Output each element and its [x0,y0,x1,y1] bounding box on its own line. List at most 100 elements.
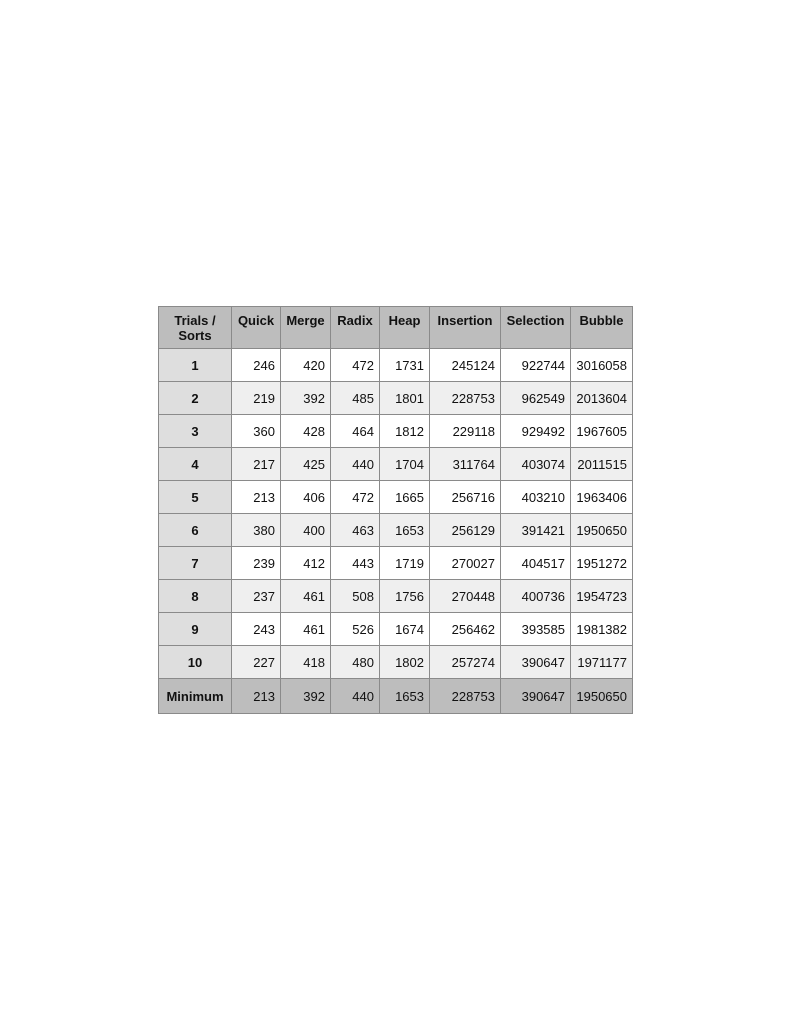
cell-merge: 400 [280,513,331,547]
cell-merge: 428 [280,414,331,448]
cell-merge: 406 [280,480,331,514]
cell-quick: 213 [231,480,281,514]
row-label: 9 [158,612,232,646]
cell-radix: 440 [330,447,380,481]
min-radix: 440 [330,678,380,714]
cell-insertion: 311764 [429,447,501,481]
table-header-row: Trials / Sorts Quick Merge Radix Heap In… [158,306,633,349]
minimum-row: Minimum 213 392 440 1653 228753 390647 1… [158,678,633,714]
header-corner: Trials / Sorts [158,306,232,349]
cell-heap: 1704 [379,447,430,481]
cell-merge: 412 [280,546,331,580]
cell-heap: 1674 [379,612,430,646]
table-row: 6 380 400 463 1653 256129 391421 1950650 [158,513,633,547]
cell-quick: 219 [231,381,281,415]
table-row: 3 360 428 464 1812 229118 929492 1967605 [158,414,633,448]
cell-quick: 360 [231,414,281,448]
cell-insertion: 228753 [429,381,501,415]
table-row: 10 227 418 480 1802 257274 390647 197117… [158,645,633,679]
cell-radix: 472 [330,348,380,382]
table-row: 4 217 425 440 1704 311764 403074 2011515 [158,447,633,481]
header-quick: Quick [231,306,281,349]
cell-bubble: 1954723 [570,579,633,613]
cell-selection: 403074 [500,447,571,481]
min-merge: 392 [280,678,331,714]
cell-radix: 508 [330,579,380,613]
cell-heap: 1719 [379,546,430,580]
sort-results-table: Trials / Sorts Quick Merge Radix Heap In… [158,306,633,714]
cell-selection: 922744 [500,348,571,382]
header-bubble: Bubble [570,306,633,349]
row-label: 8 [158,579,232,613]
cell-selection: 391421 [500,513,571,547]
cell-heap: 1812 [379,414,430,448]
cell-selection: 404517 [500,546,571,580]
cell-bubble: 1967605 [570,414,633,448]
table-row: 7 239 412 443 1719 270027 404517 1951272 [158,546,633,580]
min-heap: 1653 [379,678,430,714]
cell-selection: 929492 [500,414,571,448]
cell-merge: 425 [280,447,331,481]
cell-heap: 1665 [379,480,430,514]
cell-bubble: 2013604 [570,381,633,415]
cell-insertion: 256462 [429,612,501,646]
cell-insertion: 256129 [429,513,501,547]
cell-radix: 464 [330,414,380,448]
cell-merge: 418 [280,645,331,679]
cell-merge: 461 [280,579,331,613]
cell-merge: 392 [280,381,331,415]
header-radix: Radix [330,306,380,349]
cell-radix: 485 [330,381,380,415]
cell-quick: 237 [231,579,281,613]
cell-selection: 962549 [500,381,571,415]
cell-merge: 461 [280,612,331,646]
cell-bubble: 1950650 [570,513,633,547]
cell-bubble: 1971177 [570,645,633,679]
cell-merge: 420 [280,348,331,382]
cell-bubble: 1963406 [570,480,633,514]
cell-bubble: 3016058 [570,348,633,382]
cell-heap: 1731 [379,348,430,382]
cell-bubble: 1951272 [570,546,633,580]
cell-insertion: 256716 [429,480,501,514]
row-label: 1 [158,348,232,382]
cell-radix: 480 [330,645,380,679]
cell-radix: 443 [330,546,380,580]
row-label: 5 [158,480,232,514]
cell-selection: 390647 [500,645,571,679]
header-insertion: Insertion [429,306,501,349]
table-row: 8 237 461 508 1756 270448 400736 1954723 [158,579,633,613]
cell-insertion: 229118 [429,414,501,448]
cell-quick: 243 [231,612,281,646]
cell-insertion: 270448 [429,579,501,613]
cell-bubble: 2011515 [570,447,633,481]
row-label: 3 [158,414,232,448]
cell-radix: 526 [330,612,380,646]
header-selection: Selection [500,306,571,349]
table-row: 5 213 406 472 1665 256716 403210 1963406 [158,480,633,514]
cell-selection: 393585 [500,612,571,646]
cell-heap: 1653 [379,513,430,547]
cell-bubble: 1981382 [570,612,633,646]
cell-quick: 380 [231,513,281,547]
cell-quick: 239 [231,546,281,580]
table-row: 9 243 461 526 1674 256462 393585 1981382 [158,612,633,646]
table-row: 2 219 392 485 1801 228753 962549 2013604 [158,381,633,415]
sort-results-table-container: Trials / Sorts Quick Merge Radix Heap In… [158,306,633,714]
cell-heap: 1801 [379,381,430,415]
min-insertion: 228753 [429,678,501,714]
min-bubble: 1950650 [570,678,633,714]
row-label: 4 [158,447,232,481]
cell-heap: 1756 [379,579,430,613]
cell-selection: 403210 [500,480,571,514]
row-label: 6 [158,513,232,547]
cell-insertion: 257274 [429,645,501,679]
cell-insertion: 245124 [429,348,501,382]
cell-quick: 246 [231,348,281,382]
minimum-label: Minimum [158,678,232,714]
cell-heap: 1802 [379,645,430,679]
table-row: 1 246 420 472 1731 245124 922744 3016058 [158,348,633,382]
header-merge: Merge [280,306,331,349]
min-quick: 213 [231,678,281,714]
row-label: 10 [158,645,232,679]
